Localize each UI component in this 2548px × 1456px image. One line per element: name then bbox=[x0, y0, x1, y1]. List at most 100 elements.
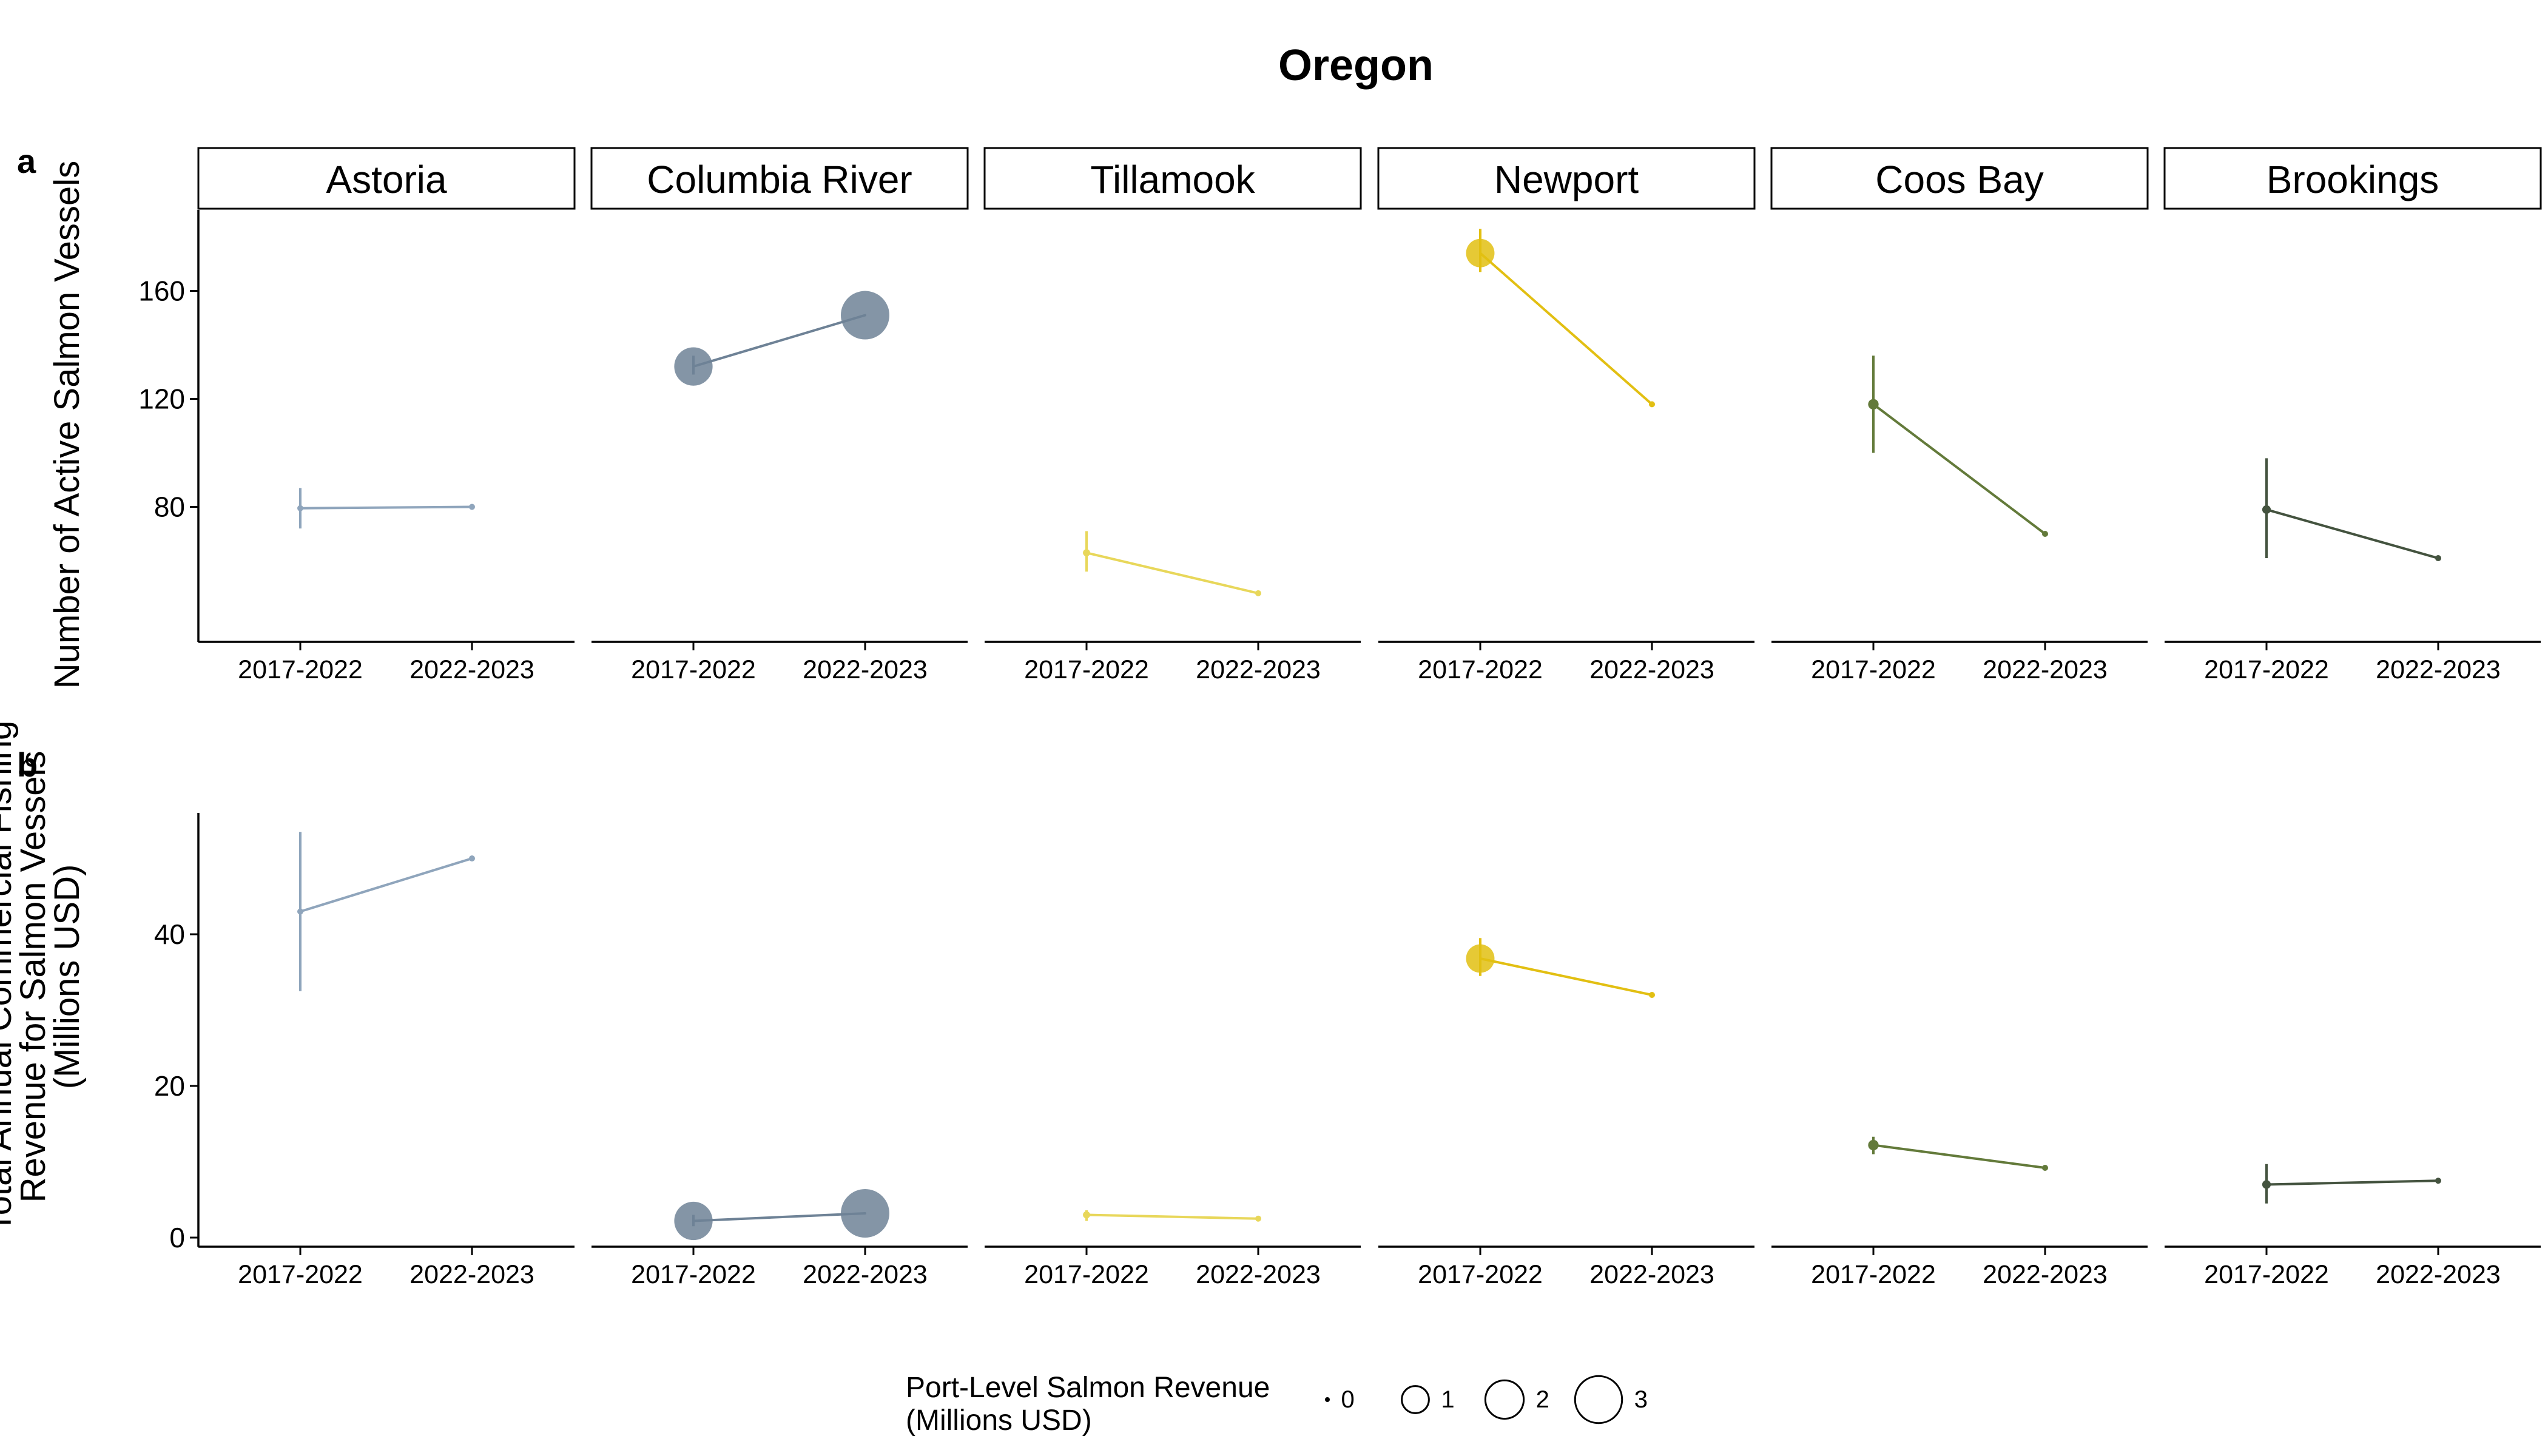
legend-title: Port-Level Salmon Revenue bbox=[906, 1372, 1270, 1404]
facet-brookings-a: Brookings 2017-2022 2022-2023 bbox=[2163, 147, 2542, 684]
data-point bbox=[1649, 401, 1655, 408]
legend-label: 3 bbox=[1634, 1386, 1648, 1413]
x-tick-label: 2022-2023 bbox=[410, 655, 534, 684]
data-point bbox=[469, 504, 475, 510]
facet-newport-b: 2017-2022 2022-2023 bbox=[1378, 938, 1754, 1289]
facet-strip-label: Tillamook bbox=[1090, 158, 1255, 201]
facet-astoria-b: 0 20 40 2017-2022 2022-2023 bbox=[154, 813, 575, 1289]
data-point bbox=[674, 1201, 713, 1241]
data-point bbox=[841, 1189, 889, 1238]
x-tick-label: 2022-2023 bbox=[1196, 1260, 1321, 1289]
facet-coos-bay-b: 2017-2022 2022-2023 bbox=[1771, 1136, 2148, 1289]
series-line bbox=[692, 314, 866, 368]
facet-strip bbox=[2163, 147, 2542, 210]
facet-strip-label: Columbia River bbox=[647, 158, 912, 201]
y-tick-label: 120 bbox=[138, 383, 185, 415]
data-point bbox=[1466, 238, 1495, 268]
y-axis-label: (Millions USD) bbox=[47, 864, 87, 1090]
x-tick-label: 2017-2022 bbox=[1024, 1260, 1149, 1289]
series-line bbox=[1872, 403, 2046, 535]
facet-strip-label: Astoria bbox=[326, 158, 447, 201]
x-tick-label: 2022-2023 bbox=[803, 655, 928, 684]
series-line bbox=[1085, 551, 1259, 595]
series-line bbox=[1479, 957, 1653, 996]
size-legend: Port-Level Salmon Revenue(Millions USD) 0… bbox=[906, 1372, 1648, 1437]
y-tick-label: 160 bbox=[138, 275, 185, 307]
data-point bbox=[2262, 505, 2271, 514]
series-line bbox=[1872, 1144, 2046, 1169]
x-tick-label: 2017-2022 bbox=[1811, 655, 1936, 684]
legend-key bbox=[1574, 1375, 1623, 1424]
x-tick-label: 2022-2023 bbox=[1196, 655, 1321, 684]
x-tick-label: 2017-2022 bbox=[631, 655, 756, 684]
data-point bbox=[841, 291, 889, 340]
facet-strip bbox=[983, 147, 1362, 210]
facet-brookings-b: 2017-2022 2022-2023 bbox=[2165, 1164, 2541, 1289]
data-point bbox=[1649, 992, 1655, 998]
facet-strip bbox=[1377, 147, 1756, 210]
y-axis-label: Revenue for Salmon Vessels bbox=[13, 751, 53, 1203]
series-line bbox=[2265, 508, 2439, 560]
x-tick-label: 2022-2023 bbox=[1983, 1260, 2108, 1289]
data-point bbox=[469, 855, 475, 861]
series-line bbox=[299, 505, 473, 510]
data-point bbox=[297, 908, 303, 915]
panels: a Number of Active Salmon Vessels Astoria 8… bbox=[0, 142, 2542, 1289]
legend-title: (Millions USD) bbox=[906, 1404, 1092, 1437]
facet-newport-a: Newport 2017-2022 2022-2023 bbox=[1377, 147, 1756, 684]
y-tick-label: 20 bbox=[154, 1070, 185, 1102]
x-tick-label: 2017-2022 bbox=[1024, 655, 1149, 684]
facet-tillamook-a: Tillamook 2017-2022 2022-2023 bbox=[983, 147, 1362, 684]
y-tick-label: 40 bbox=[154, 918, 185, 950]
y-tick-label: 0 bbox=[169, 1222, 185, 1253]
y-axis-label: Number of Active Salmon Vessels bbox=[47, 161, 87, 689]
x-tick-label: 2017-2022 bbox=[238, 1260, 363, 1289]
data-point bbox=[1083, 1211, 1090, 1219]
data-point bbox=[1466, 944, 1495, 973]
data-point bbox=[1083, 549, 1090, 557]
x-tick-label: 2022-2023 bbox=[410, 1260, 534, 1289]
x-tick-label: 2017-2022 bbox=[2204, 655, 2329, 684]
panel-tag-b: b bbox=[17, 746, 38, 784]
legend-key bbox=[1484, 1379, 1525, 1420]
data-point bbox=[674, 347, 713, 386]
x-tick-label: 2017-2022 bbox=[1811, 1260, 1936, 1289]
facet-strip-label: Newport bbox=[1494, 158, 1639, 201]
series-line bbox=[692, 1212, 866, 1222]
x-tick-label: 2017-2022 bbox=[2204, 1260, 2329, 1289]
x-tick-label: 2022-2023 bbox=[2376, 655, 2501, 684]
facet-strip-label: Coos Bay bbox=[1875, 158, 2043, 201]
data-point bbox=[1255, 590, 1261, 596]
series-line bbox=[1479, 252, 1653, 406]
facet-tillamook-b: 2017-2022 2022-2023 bbox=[985, 1210, 1361, 1289]
data-point bbox=[2042, 1165, 2048, 1171]
legend-key bbox=[1401, 1385, 1430, 1414]
x-tick-label: 2017-2022 bbox=[1418, 655, 1543, 684]
legend-label: 1 bbox=[1441, 1386, 1454, 1413]
x-tick-label: 2022-2023 bbox=[2376, 1260, 2501, 1289]
data-point bbox=[1255, 1215, 1261, 1222]
data-point bbox=[2435, 1178, 2441, 1184]
x-tick-label: 2022-2023 bbox=[803, 1260, 928, 1289]
data-point bbox=[1868, 399, 1879, 410]
data-point bbox=[2042, 531, 2048, 537]
chart-title: Oregon bbox=[1278, 41, 1434, 90]
x-tick-label: 2017-2022 bbox=[238, 655, 363, 684]
series-line bbox=[299, 857, 473, 913]
x-tick-label: 2017-2022 bbox=[631, 1260, 756, 1289]
x-tick-label: 2017-2022 bbox=[1418, 1260, 1543, 1289]
x-tick-label: 2022-2023 bbox=[1589, 655, 1714, 684]
facet-strip bbox=[1770, 147, 2149, 210]
legend-label: 2 bbox=[1536, 1386, 1549, 1413]
legend-label: 0 bbox=[1341, 1386, 1355, 1413]
data-point bbox=[2262, 1180, 2271, 1189]
facet-columbia-river-a: Columbia River 2017-2022 2022-2023 bbox=[590, 147, 969, 684]
facet-strip bbox=[590, 147, 969, 210]
panel-tag-a: a bbox=[17, 142, 36, 180]
series-line bbox=[2265, 1179, 2439, 1186]
facet-astoria-a: Astoria 80 120 160 2017-2022 2022-2023 bbox=[138, 147, 576, 684]
y-tick-label: 80 bbox=[154, 491, 185, 523]
facet-coos-bay-a: Coos Bay 2017-2022 2022-2023 bbox=[1770, 147, 2149, 684]
